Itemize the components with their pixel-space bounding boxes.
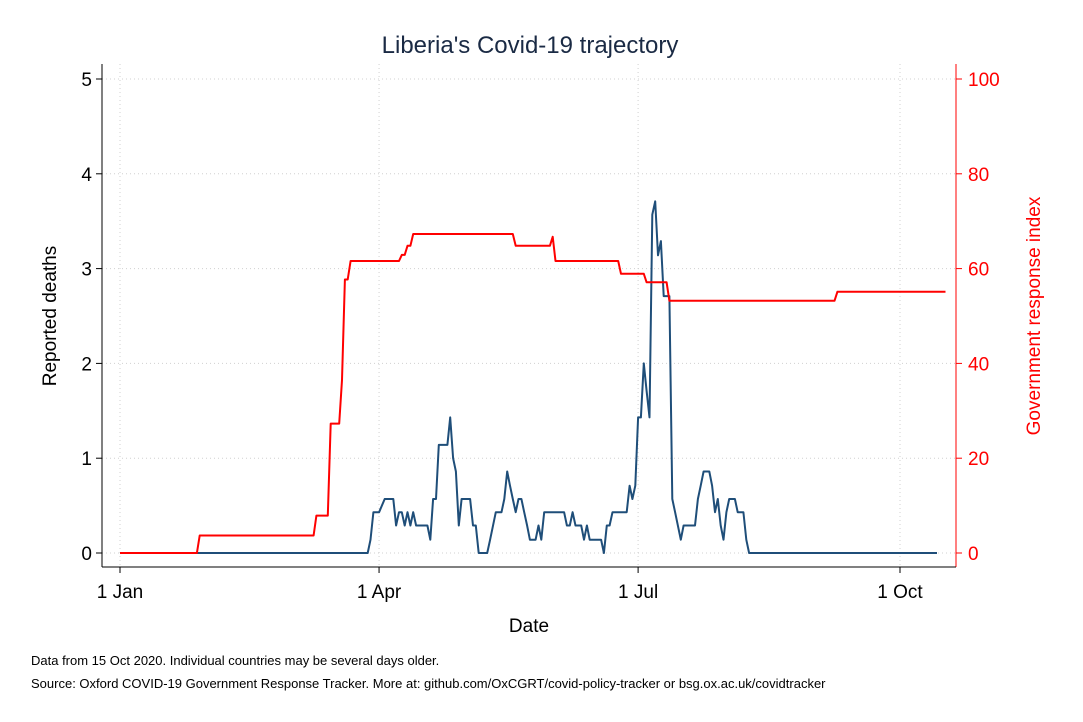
- y-left-tick-label: 0: [81, 544, 92, 565]
- y-left-tick-label: 2: [81, 354, 92, 375]
- chart-title: Liberia's Covid-19 trajectory: [382, 32, 679, 59]
- y-left-tick-label: 5: [81, 70, 92, 91]
- chart: Liberia's Covid-19 trajectory 0 1 2 3 4 5 0 20 4…: [40, 32, 1045, 637]
- y-left-tick-label: 4: [81, 165, 92, 186]
- x-axis-label: Date: [509, 616, 549, 637]
- x-tick-label: 1 Oct: [877, 582, 923, 603]
- y-right-tick-label: 20: [968, 449, 989, 470]
- y-left-tick-label: 3: [81, 260, 92, 281]
- data-note: Data from 15 Oct 2020. Individual countr…: [31, 653, 440, 668]
- source-note: Source: Oxford COVID-19 Government Respo…: [31, 676, 826, 691]
- y-right-tick-label: 100: [968, 70, 1000, 91]
- gridlines: [102, 64, 956, 567]
- y-left-tick-label: 1: [81, 449, 92, 470]
- response-index-line: [120, 233, 946, 554]
- y-axis-right-label: Government response index: [1024, 196, 1045, 435]
- y-right-tick-label: 80: [968, 165, 989, 186]
- x-tick-label: 1 Jul: [618, 582, 658, 603]
- x-tick-label: 1 Jan: [97, 582, 143, 603]
- x-tick-label: 1 Apr: [357, 582, 402, 603]
- y-right-tick-label: 40: [968, 354, 989, 375]
- y-right-tick-label: 60: [968, 260, 989, 281]
- deaths-line: [120, 200, 937, 554]
- y-right-tick-label: 0: [968, 544, 979, 565]
- axes: 0 1 2 3 4 5 0 20 40 60 80 100 1 Jan 1 Apr 1 Jul 1 Oct: [81, 64, 1000, 603]
- series-lines: [120, 200, 946, 554]
- y-axis-left-label: Reported deaths: [40, 246, 61, 387]
